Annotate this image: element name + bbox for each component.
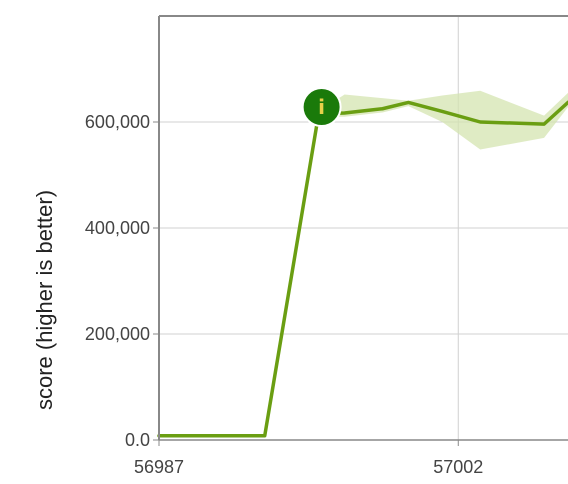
annotations[interactable]: i (301, 87, 342, 128)
y-tick-label: 400,000 (85, 218, 150, 238)
y-tick-label: 0.0 (125, 430, 150, 450)
info-marker-icon[interactable] (301, 87, 342, 128)
series-line (157, 100, 568, 438)
tick-labels: 0.0 200,000 400,000 600,000 56987 57002 (85, 112, 483, 477)
y-tick-label: 200,000 (85, 324, 150, 344)
confidence-band (159, 90, 568, 436)
info-marker-label: i (318, 95, 325, 119)
y-tick-label: 600,000 (85, 112, 150, 132)
y-axis-title: score (higher is better) (32, 190, 57, 410)
series-polyline (157, 100, 568, 438)
x-tick-label: 57002 (433, 457, 483, 477)
series-band (159, 90, 568, 436)
grid-lines (159, 16, 568, 440)
x-tick-label: 56987 (134, 457, 184, 477)
